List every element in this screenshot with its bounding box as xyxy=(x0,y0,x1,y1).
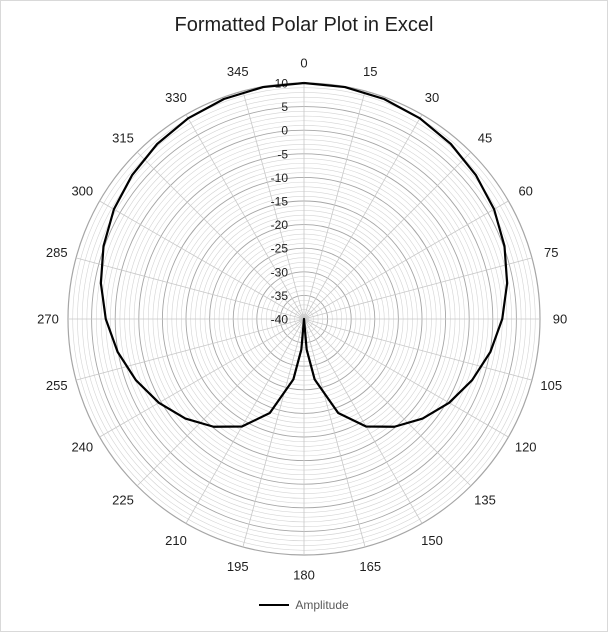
spoke-gridline xyxy=(242,90,305,320)
spoke-gridline xyxy=(75,318,305,381)
spoke-gridline xyxy=(99,200,305,320)
spoke-gridline xyxy=(136,318,305,487)
series-line-amplitude xyxy=(99,81,509,428)
angle-tick-label: 225 xyxy=(112,493,134,508)
angle-tick-label: 15 xyxy=(363,64,377,79)
spoke-gridline xyxy=(185,114,305,320)
spoke-gridline xyxy=(303,318,533,381)
spoke-gridline xyxy=(303,318,366,548)
radial-tick-label: -35 xyxy=(271,289,289,303)
radial-axis-labels: -40 -35 -30 -25 -20 -15 -10 -5 0 5 10 xyxy=(271,77,289,327)
spoke-gridline xyxy=(99,318,305,438)
angle-tick-label: 135 xyxy=(474,493,496,508)
radial-tick-label: -20 xyxy=(271,218,289,232)
angle-tick-label: 345 xyxy=(227,64,249,79)
spoke-gridline xyxy=(185,318,305,524)
chart-title: Formatted Polar Plot in Excel xyxy=(174,14,434,36)
angular-gridlines xyxy=(68,83,540,555)
spoke-gridline xyxy=(242,318,305,548)
spoke-gridline xyxy=(303,257,533,320)
angle-tick-label: 240 xyxy=(71,440,93,455)
angle-tick-label: 210 xyxy=(165,533,187,548)
angle-tick-label: 330 xyxy=(165,90,187,105)
spoke-gridline xyxy=(303,318,472,487)
angle-tick-label: 255 xyxy=(46,378,68,393)
spoke-gridline xyxy=(303,114,423,320)
angle-axis-labels: 0153045607590105120135150165180195210225… xyxy=(37,56,567,583)
angle-tick-label: 60 xyxy=(518,184,532,199)
angle-tick-label: 45 xyxy=(478,130,492,145)
spoke-gridline xyxy=(303,200,509,320)
legend-swatch-amplitude xyxy=(259,604,290,606)
radial-tick-label: 5 xyxy=(281,100,288,114)
radial-tick-label: -15 xyxy=(271,195,289,209)
radial-tick-label: -30 xyxy=(271,265,289,279)
angle-tick-label: 105 xyxy=(540,378,562,393)
legend-label-amplitude: Amplitude xyxy=(295,598,349,612)
radial-tick-label: -40 xyxy=(271,313,289,327)
angle-tick-label: 285 xyxy=(46,245,68,260)
angle-tick-label: 90 xyxy=(553,312,567,327)
angle-tick-label: 180 xyxy=(293,568,315,583)
angle-tick-label: 315 xyxy=(112,130,134,145)
radial-tick-label: -10 xyxy=(271,171,289,185)
legend: Amplitude xyxy=(0,598,608,612)
radial-tick-label: 10 xyxy=(275,77,289,91)
angle-tick-label: 0 xyxy=(300,56,307,71)
spoke-gridline xyxy=(303,151,472,320)
spoke-gridline xyxy=(75,257,305,320)
angle-tick-label: 30 xyxy=(425,90,439,105)
angle-tick-label: 195 xyxy=(227,559,249,574)
spoke-gridline xyxy=(136,151,305,320)
radial-tick-label: -5 xyxy=(277,147,288,161)
spoke-gridline xyxy=(303,90,366,320)
radial-tick-label: 0 xyxy=(281,124,288,138)
angle-tick-label: 270 xyxy=(37,312,59,327)
angle-tick-label: 300 xyxy=(71,184,93,199)
radial-tick-label: -25 xyxy=(271,242,289,256)
spoke-gridline xyxy=(303,318,423,524)
angle-tick-label: 75 xyxy=(544,245,558,260)
angle-tick-label: 120 xyxy=(515,440,537,455)
angle-tick-label: 165 xyxy=(359,559,381,574)
spoke-gridline xyxy=(303,318,509,438)
angle-tick-label: 150 xyxy=(421,533,443,548)
